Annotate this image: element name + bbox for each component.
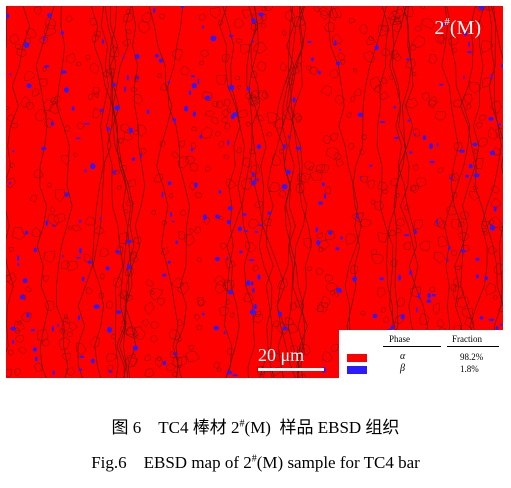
scale-bar [258,368,324,371]
legend-rule [383,346,441,347]
scale-bar-label: 20 μm [258,345,305,365]
legend-rule [447,346,499,347]
legend-header-fraction: Fraction [452,334,482,344]
figure-caption-chinese: 图 6 TC4 棒材 2#(M) 样品 EBSD 组织 [111,418,400,437]
beta-symbol: β [400,363,405,374]
sample-label: 2#(M) [434,16,481,39]
beta-fraction: 1.8% [460,364,479,374]
alpha-swatch [347,354,367,362]
legend-header-phase: Phase [389,334,410,344]
ebsd-map: 2#(M) 20 μm Phase Fraction α 98.2% β 1.8… [6,6,503,378]
phase-legend: Phase Fraction α 98.2% β 1.8% [339,330,503,378]
alpha-symbol: α [400,351,406,362]
alpha-fraction: 98.2% [460,352,484,362]
figure-caption-english: Fig.6 EBSD map of 2#(M) sample for TC4 b… [91,453,420,472]
beta-swatch [347,366,367,374]
microstructure-image [6,6,503,378]
